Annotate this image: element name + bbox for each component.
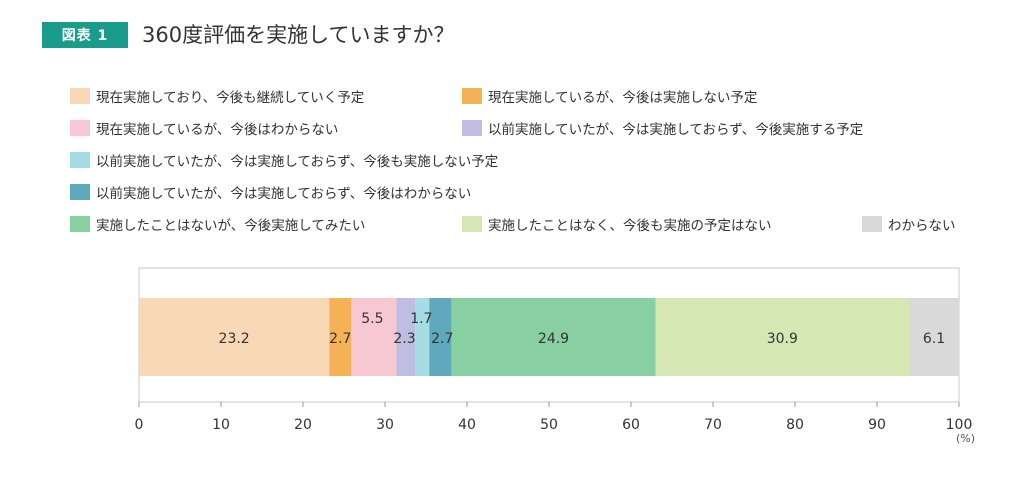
bar-segment [351,298,397,376]
bar-segment [415,298,430,376]
figure-badge: 図表 1 [42,22,128,48]
x-tick-label: 30 [376,417,394,433]
legend-item: 以前実施していたが、今は実施しておらず、今後はわからない [70,176,471,208]
legend-label: 現在実施しているが、今後は実施しない予定 [488,90,758,106]
legend-label: 以前実施していたが、今は実施しておらず、今後も実施しない予定 [96,154,499,170]
legend-item: 実施したことはなく、今後も実施の予定はない [462,208,772,240]
data-label: 24.9 [538,331,569,347]
x-tick-label: 20 [294,417,312,433]
bar-segment [429,298,452,376]
legend-swatch [462,216,482,232]
legend-item: わからない [862,208,956,240]
x-tick-label: 70 [704,417,722,433]
legend: 現在実施しており、今後も継続していく予定 現在実施しているが、今後は実施しない予… [70,80,1000,240]
legend-swatch [70,88,90,104]
legend-row: 実施したことはないが、今後実施してみたい 実施したことはなく、今後も実施の予定は… [70,208,1000,240]
bar-segment [139,298,330,376]
data-label: 6.1 [923,331,945,347]
legend-row: 現在実施しているが、今後はわからない 以前実施していたが、今は実施しておらず、今… [70,112,1000,144]
legend-item: 現在実施しているが、今後はわからない [70,112,338,144]
data-label: 5.5 [361,311,383,327]
legend-item: 現在実施しているが、今後は実施しない予定 [462,80,757,112]
legend-row: 以前実施していたが、今は実施しておらず、今後はわからない [70,176,1000,208]
x-tick-label: 90 [868,417,886,433]
legend-item: 以前実施していたが、今は実施しておらず、今後も実施しない予定 [70,144,498,176]
x-tick-label: 100 [946,417,973,433]
axis-unit-label: (%) [956,432,976,445]
x-tick-label: 60 [622,417,640,433]
legend-row: 以前実施していたが、今は実施しておらず、今後も実施しない予定 [70,144,1000,176]
legend-item: 実施したことはないが、今後実施してみたい [70,208,365,240]
data-label: 2.3 [393,331,415,347]
legend-label: 以前実施していたが、今は実施しておらず、今後はわからない [96,186,472,202]
x-tick-label: 40 [458,417,476,433]
bar-segment [396,298,416,376]
legend-label: 以前実施していたが、今は実施しておらず、今後実施する予定 [488,122,864,138]
legend-swatch [70,120,90,136]
legend-swatch [862,216,882,232]
chart-title: 360度評価を実施していますか？ [142,23,455,47]
legend-label: 現在実施しており、今後も継続していく予定 [96,90,365,106]
legend-swatch [70,216,90,232]
legend-label: 現在実施しているが、今後はわからない [96,122,339,138]
legend-swatch [70,152,90,168]
legend-swatch [462,120,482,136]
legend-item: 現在実施しており、今後も継続していく予定 [70,80,364,112]
legend-swatch [462,88,482,104]
bar-segment [451,298,656,376]
legend-label: 実施したことはないが、今後実施してみたい [96,218,366,234]
data-label: 1.7 [410,311,432,327]
data-label: 2.7 [431,331,453,347]
x-tick-label: 50 [540,417,558,433]
legend-label: わからない [888,218,956,234]
x-tick-label: 80 [786,417,804,433]
data-label: 2.7 [329,331,351,347]
legend-label: 実施したことはなく、今後も実施の予定はない [488,218,772,234]
bar-segment [908,298,959,376]
x-tick-label: 0 [135,417,144,433]
legend-item: 以前実施していたが、今は実施しておらず、今後実施する予定 [462,112,863,144]
data-label: 30.9 [767,331,798,347]
bar-segment [329,298,352,376]
x-tick-label: 10 [212,417,230,433]
legend-swatch [70,184,90,200]
legend-row: 現在実施しており、今後も継続していく予定 現在実施しているが、今後は実施しない予… [70,80,1000,112]
data-label: 23.2 [219,331,250,347]
bar-segment [655,298,909,376]
